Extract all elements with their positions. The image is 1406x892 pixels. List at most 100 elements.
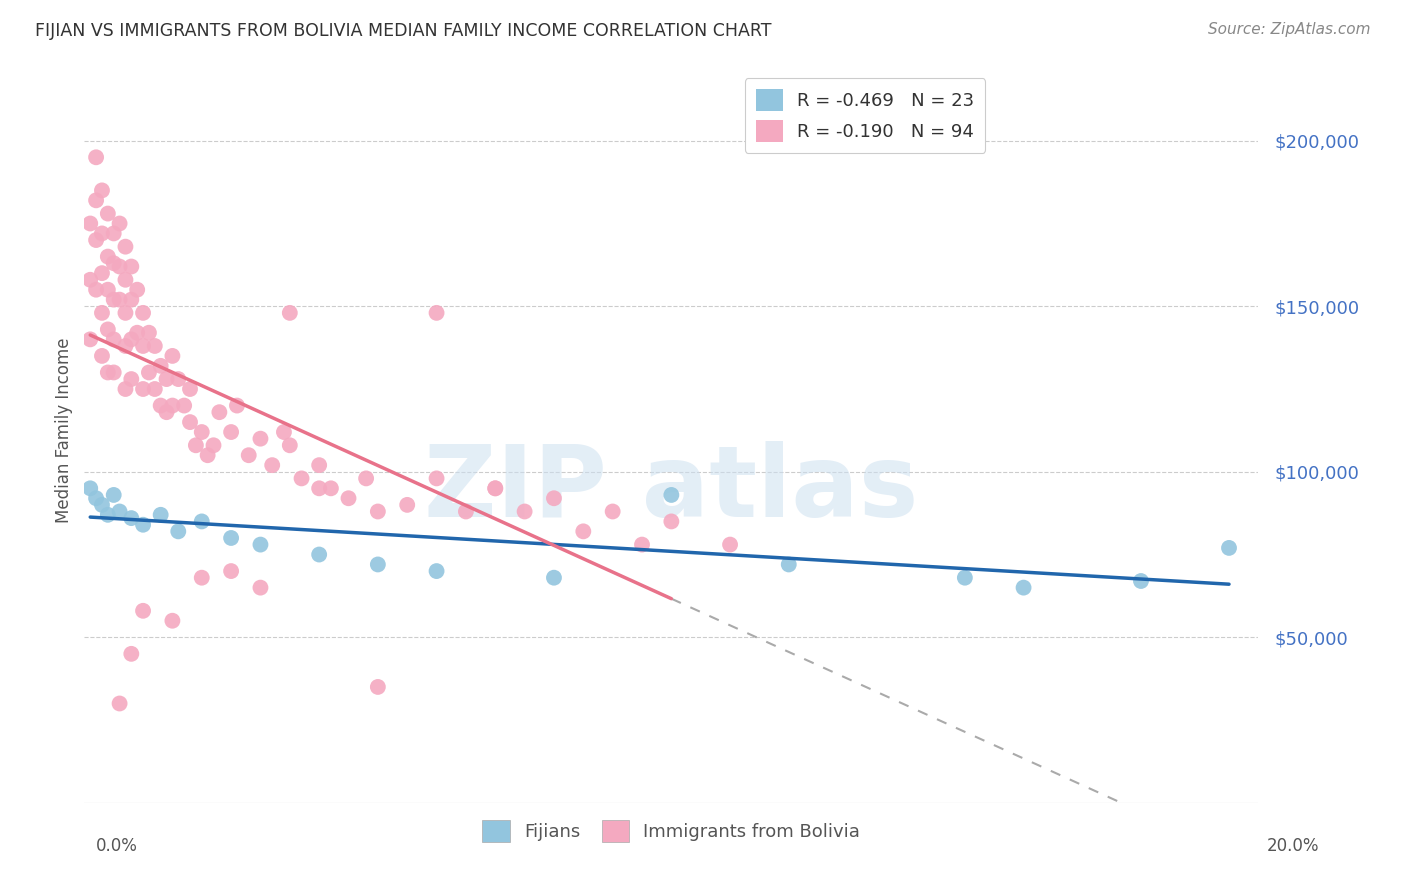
Point <box>149 399 172 413</box>
Point <box>484 481 506 495</box>
Point <box>108 293 131 307</box>
Point <box>278 438 301 452</box>
Point <box>426 471 449 485</box>
Point <box>120 293 142 307</box>
Point <box>132 604 155 618</box>
Legend: Fijians, Immigrants from Bolivia: Fijians, Immigrants from Bolivia <box>475 814 868 850</box>
Point <box>108 260 131 274</box>
Point <box>167 524 190 539</box>
Point <box>132 339 155 353</box>
Point <box>84 194 107 208</box>
Point <box>120 332 142 346</box>
Point <box>84 491 107 506</box>
Point <box>278 306 301 320</box>
Point <box>661 488 683 502</box>
Point <box>120 260 142 274</box>
Point <box>97 206 120 220</box>
Point <box>249 538 271 552</box>
Point <box>513 504 536 518</box>
Point <box>91 349 114 363</box>
Point <box>120 511 142 525</box>
Point <box>184 438 207 452</box>
Point <box>219 425 242 439</box>
Point <box>602 504 624 518</box>
Point <box>149 359 172 373</box>
Point <box>114 240 136 254</box>
Point <box>84 233 107 247</box>
Text: Source: ZipAtlas.com: Source: ZipAtlas.com <box>1208 22 1371 37</box>
Point <box>718 538 741 552</box>
Point <box>1218 541 1240 555</box>
Point <box>273 425 295 439</box>
Point <box>114 306 136 320</box>
Point <box>91 183 114 197</box>
Point <box>572 524 595 539</box>
Text: FIJIAN VS IMMIGRANTS FROM BOLIVIA MEDIAN FAMILY INCOME CORRELATION CHART: FIJIAN VS IMMIGRANTS FROM BOLIVIA MEDIAN… <box>35 22 772 40</box>
Point <box>319 481 342 495</box>
Point <box>262 458 284 472</box>
Point <box>543 571 565 585</box>
Point <box>953 571 976 585</box>
Point <box>484 481 506 495</box>
Point <box>238 448 260 462</box>
Point <box>114 339 136 353</box>
Point <box>1130 574 1153 588</box>
Point <box>79 481 101 495</box>
Point <box>132 382 155 396</box>
Point <box>162 614 184 628</box>
Point <box>367 680 389 694</box>
Point <box>290 471 312 485</box>
Point <box>108 504 131 518</box>
Point <box>79 332 101 346</box>
Point <box>337 491 360 506</box>
Point <box>778 558 800 572</box>
Point <box>79 273 101 287</box>
Point <box>226 399 249 413</box>
Point <box>103 366 125 380</box>
Point <box>97 508 120 522</box>
Point <box>91 266 114 280</box>
Point <box>426 564 449 578</box>
Point <box>191 515 214 529</box>
Point <box>127 326 149 340</box>
Point <box>97 322 120 336</box>
Point <box>91 498 114 512</box>
Point <box>249 432 271 446</box>
Point <box>308 458 330 472</box>
Point <box>138 326 160 340</box>
Point <box>91 227 114 241</box>
Point <box>162 399 184 413</box>
Point <box>114 273 136 287</box>
Point <box>167 372 190 386</box>
Point <box>143 382 166 396</box>
Point <box>173 399 195 413</box>
Point <box>155 372 177 386</box>
Point <box>219 531 242 545</box>
Text: 0.0%: 0.0% <box>96 837 138 855</box>
Point <box>149 508 172 522</box>
Point <box>97 250 120 264</box>
Point <box>108 217 131 231</box>
Point <box>208 405 231 419</box>
Point <box>138 366 160 380</box>
Point <box>308 481 330 495</box>
Point <box>249 581 271 595</box>
Point <box>120 647 142 661</box>
Point <box>84 283 107 297</box>
Point <box>79 217 101 231</box>
Point <box>84 150 107 164</box>
Point <box>454 504 477 518</box>
Point <box>132 306 155 320</box>
Point <box>179 382 201 396</box>
Point <box>197 448 219 462</box>
Y-axis label: Median Family Income: Median Family Income <box>55 338 73 523</box>
Point <box>396 498 419 512</box>
Point <box>308 548 330 562</box>
Point <box>103 332 125 346</box>
Point <box>191 571 214 585</box>
Point <box>543 491 565 506</box>
Point <box>120 372 142 386</box>
Point <box>219 564 242 578</box>
Point <box>132 517 155 532</box>
Point <box>114 382 136 396</box>
